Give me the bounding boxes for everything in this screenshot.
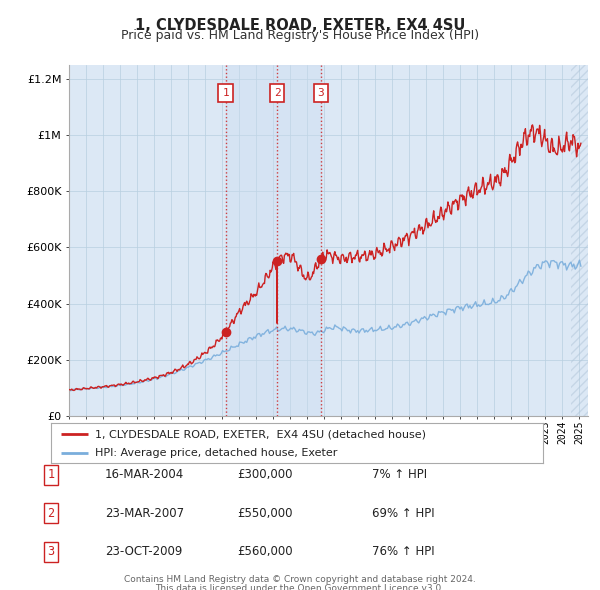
Text: £550,000: £550,000 bbox=[237, 507, 293, 520]
Text: This data is licensed under the Open Government Licence v3.0.: This data is licensed under the Open Gov… bbox=[155, 584, 445, 590]
Text: HPI: Average price, detached house, Exeter: HPI: Average price, detached house, Exet… bbox=[95, 448, 338, 458]
Text: 2: 2 bbox=[274, 88, 280, 98]
Text: £560,000: £560,000 bbox=[237, 545, 293, 558]
Text: 3: 3 bbox=[47, 545, 55, 558]
Text: 7% ↑ HPI: 7% ↑ HPI bbox=[372, 468, 427, 481]
Bar bbox=[226, 65, 321, 416]
Text: 1, CLYDESDALE ROAD, EXETER,  EX4 4SU (detached house): 1, CLYDESDALE ROAD, EXETER, EX4 4SU (det… bbox=[95, 430, 426, 440]
Text: 76% ↑ HPI: 76% ↑ HPI bbox=[372, 545, 434, 558]
Text: Contains HM Land Registry data © Crown copyright and database right 2024.: Contains HM Land Registry data © Crown c… bbox=[124, 575, 476, 584]
Text: 69% ↑ HPI: 69% ↑ HPI bbox=[372, 507, 434, 520]
Text: Price paid vs. HM Land Registry's House Price Index (HPI): Price paid vs. HM Land Registry's House … bbox=[121, 30, 479, 42]
Text: 16-MAR-2004: 16-MAR-2004 bbox=[105, 468, 184, 481]
Text: £300,000: £300,000 bbox=[237, 468, 293, 481]
Bar bbox=[571, 65, 588, 416]
Text: 23-OCT-2009: 23-OCT-2009 bbox=[105, 545, 182, 558]
Text: 2: 2 bbox=[47, 507, 55, 520]
Text: 23-MAR-2007: 23-MAR-2007 bbox=[105, 507, 184, 520]
Text: 1: 1 bbox=[47, 468, 55, 481]
Text: 1, CLYDESDALE ROAD, EXETER, EX4 4SU: 1, CLYDESDALE ROAD, EXETER, EX4 4SU bbox=[135, 18, 465, 32]
Text: 3: 3 bbox=[317, 88, 325, 98]
Text: 1: 1 bbox=[223, 88, 229, 98]
